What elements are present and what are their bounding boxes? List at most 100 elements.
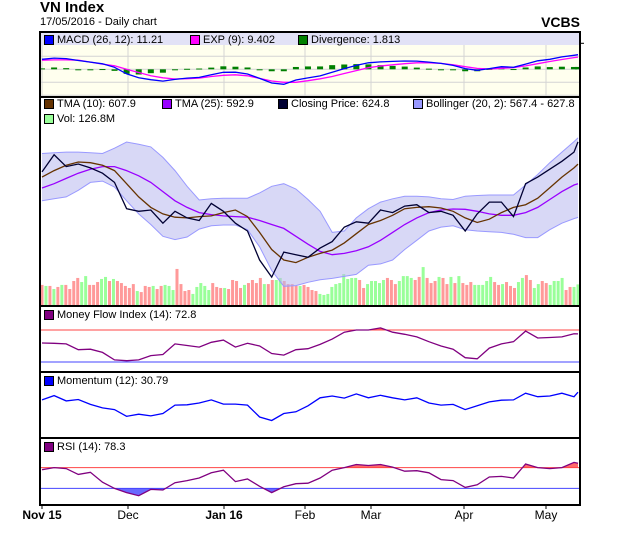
volume-bar: [421, 267, 425, 306]
legend-volume: Vol: 126.8M: [44, 112, 115, 125]
legend-macd: MACD (26, 12): 11.21: [44, 33, 163, 46]
volume-bar: [552, 281, 556, 306]
volume-bar: [278, 277, 282, 306]
volume-bar: [123, 285, 127, 306]
volume-bar: [354, 277, 358, 306]
divergence-bar: [184, 68, 191, 70]
volume-bar: [338, 283, 342, 306]
volume-bar: [92, 284, 96, 306]
volume-bar: [401, 276, 405, 306]
volume-bar: [207, 290, 211, 306]
volume-bar: [179, 284, 183, 306]
mfi-overbought-fill: [42, 327, 578, 331]
volume-bar: [115, 281, 119, 306]
bollinger-lower-line: [41, 180, 579, 287]
divergence-bar: [123, 69, 130, 74]
divergence-bar: [40, 68, 45, 70]
momentum-plot: [41, 391, 579, 422]
divergence-bar: [87, 69, 94, 71]
volume-bar: [155, 289, 159, 306]
volume-bar: [342, 274, 346, 306]
volume-bar: [457, 276, 461, 306]
volume-bar: [294, 285, 298, 306]
divergence-bar: [365, 64, 372, 70]
volume-bar: [397, 281, 401, 306]
divergence-bar: [171, 69, 178, 71]
volume-bar: [175, 268, 179, 306]
volume-bar: [191, 293, 195, 306]
rsi-plot: [40, 461, 580, 497]
volume-bar: [250, 279, 254, 306]
volume-bar: [64, 284, 68, 306]
volume-bar: [68, 289, 72, 306]
divergence-bar: [208, 67, 215, 70]
volume-bar: [568, 286, 572, 306]
volume-bar: [163, 284, 167, 306]
volume-bar: [111, 278, 115, 306]
brand-label: VCBS: [541, 14, 580, 30]
volume-bar: [298, 285, 302, 306]
volume-bar: [477, 284, 481, 306]
tma25-line: [41, 165, 579, 256]
legend-close: Closing Price: 624.8: [278, 97, 389, 110]
divergence-bar: [522, 67, 529, 70]
divergence-bar: [268, 69, 275, 72]
legend-rsi-label: RSI (14): 78.3: [57, 440, 126, 453]
volume-bar: [127, 287, 131, 306]
volume-bar: [290, 284, 294, 306]
volume-bar: [131, 284, 135, 306]
volume-bar: [183, 291, 187, 306]
tma25-swatch: [162, 98, 172, 109]
divergence-bar: [63, 68, 70, 70]
divergence-bar: [389, 65, 396, 70]
x-tick-label-jan: Jan 16: [205, 508, 243, 522]
mfi-line: [41, 327, 579, 362]
divergence-bar: [317, 66, 324, 70]
volume-bar: [96, 282, 100, 306]
x-tick-label-apr: Apr: [454, 508, 474, 522]
volume-bar: [143, 285, 147, 306]
x-tick-label-may: May: [534, 508, 558, 522]
divergence-bar: [570, 66, 577, 70]
volume-bar: [497, 284, 501, 306]
legend-tma10-label: TMA (10): 607.9: [57, 97, 136, 110]
legend-tma25: TMA (25): 592.9: [162, 97, 254, 110]
volume-bar: [242, 284, 246, 306]
volume-bar: [461, 283, 465, 306]
divergence-bar: [462, 69, 469, 72]
volume-bar: [516, 282, 520, 306]
chart-subtitle: 17/05/2016 - Daily chart: [40, 16, 157, 28]
divergence-bar: [280, 69, 287, 72]
volume-bar: [235, 281, 239, 306]
x-tick-label-mar: Mar: [360, 508, 382, 522]
divergence-bar: [220, 66, 227, 70]
volume-bar: [405, 276, 409, 306]
volume-bar: [223, 287, 227, 306]
volume-bar: [556, 281, 560, 306]
volume-bar: [231, 279, 235, 306]
volume-bar: [40, 284, 44, 306]
divergence-bar: [437, 69, 444, 71]
divergence-bar: [196, 68, 203, 70]
legend-rsi: RSI (14): 78.3: [44, 440, 125, 453]
volume-bar: [576, 284, 580, 306]
volume-bar: [326, 293, 330, 306]
volume-bar: [564, 290, 568, 306]
divergence-bar: [353, 64, 360, 70]
volume-bar: [60, 284, 64, 306]
volume-bar: [509, 285, 513, 306]
volume-bar: [48, 285, 52, 306]
mfi-swatch: [44, 309, 54, 320]
volume-bar: [465, 284, 469, 306]
volume-bar: [215, 286, 219, 306]
momentum-line: [41, 391, 579, 422]
volume-bar: [211, 283, 215, 306]
volume-bar: [512, 287, 516, 306]
volume-bar: [469, 282, 473, 306]
volume-bar: [44, 285, 48, 306]
volume-bar: [56, 286, 60, 306]
legend-close-label: Closing Price: 624.8: [291, 97, 390, 110]
bollinger-band-fill: [42, 137, 578, 287]
divergence-bar: [51, 67, 58, 70]
